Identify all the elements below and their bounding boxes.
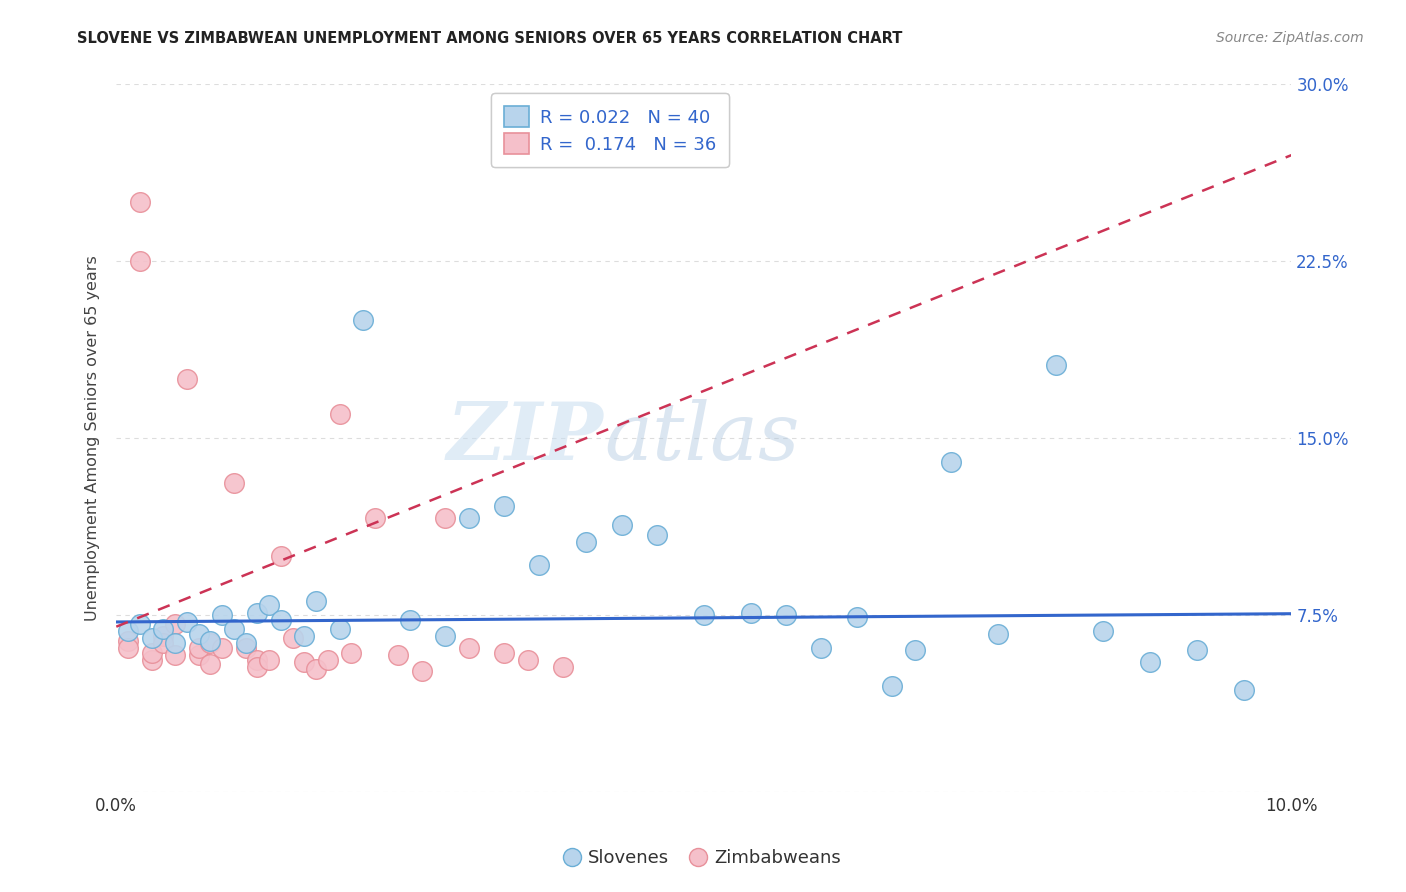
Point [364, 511, 387, 525]
Point [163, 617, 186, 632]
Point [740, 606, 762, 620]
Text: SLOVENE VS ZIMBABWEAN UNEMPLOYMENT AMONG SENIORS OVER 65 YEARS CORRELATION CHART: SLOVENE VS ZIMBABWEAN UNEMPLOYMENT AMONG… [77, 31, 903, 46]
Point [810, 640, 832, 655]
Point [316, 653, 339, 667]
Point [457, 640, 479, 655]
Point [222, 475, 245, 490]
Point [187, 626, 209, 640]
Point [551, 659, 574, 673]
Text: Source: ZipAtlas.com: Source: ZipAtlas.com [1216, 31, 1364, 45]
Point [117, 640, 139, 655]
Point [176, 615, 198, 629]
Point [187, 648, 209, 662]
Point [1045, 358, 1067, 372]
Point [1233, 683, 1256, 698]
Point [281, 632, 304, 646]
Point [176, 372, 198, 386]
Point [880, 679, 903, 693]
Point [1187, 643, 1209, 657]
Text: ZIP: ZIP [447, 400, 605, 477]
Point [222, 622, 245, 636]
Point [270, 613, 292, 627]
Point [305, 593, 328, 607]
Legend: Slovenes, Zimbabweans: Slovenes, Zimbabweans [558, 842, 848, 874]
Point [305, 662, 328, 676]
Point [328, 622, 350, 636]
Point [292, 655, 315, 669]
Point [387, 648, 409, 662]
Point [434, 629, 457, 643]
Point [529, 558, 551, 573]
Point [270, 549, 292, 563]
Point [152, 636, 174, 650]
Point [1092, 624, 1115, 639]
Point [211, 640, 233, 655]
Point [200, 657, 222, 672]
Point [645, 527, 668, 541]
Point [235, 636, 257, 650]
Legend: R = 0.022   N = 40, R =  0.174   N = 36: R = 0.022 N = 40, R = 0.174 N = 36 [491, 94, 728, 167]
Point [987, 626, 1010, 640]
Point [340, 646, 363, 660]
Point [257, 653, 280, 667]
Point [399, 613, 422, 627]
Point [128, 617, 150, 632]
Point [845, 610, 868, 624]
Point [128, 195, 150, 210]
Point [200, 636, 222, 650]
Point [434, 511, 457, 525]
Point [1139, 655, 1161, 669]
Point [492, 500, 515, 514]
Point [211, 607, 233, 622]
Point [246, 653, 269, 667]
Point [775, 607, 797, 622]
Point [328, 408, 350, 422]
Point [246, 606, 269, 620]
Text: atlas: atlas [605, 400, 799, 477]
Point [141, 653, 163, 667]
Point [904, 643, 927, 657]
Point [939, 455, 962, 469]
Point [411, 665, 433, 679]
Point [163, 648, 186, 662]
Point [152, 629, 174, 643]
Y-axis label: Unemployment Among Seniors over 65 years: Unemployment Among Seniors over 65 years [86, 255, 100, 621]
Point [187, 640, 209, 655]
Point [128, 254, 150, 268]
Point [246, 659, 269, 673]
Point [292, 629, 315, 643]
Point [457, 511, 479, 525]
Point [492, 646, 515, 660]
Point [141, 632, 163, 646]
Point [516, 653, 538, 667]
Point [117, 633, 139, 648]
Point [152, 622, 174, 636]
Point [117, 624, 139, 639]
Point [141, 646, 163, 660]
Point [610, 518, 633, 533]
Point [352, 313, 374, 327]
Point [200, 633, 222, 648]
Point [257, 599, 280, 613]
Point [575, 534, 598, 549]
Point [235, 640, 257, 655]
Point [693, 607, 716, 622]
Point [163, 636, 186, 650]
